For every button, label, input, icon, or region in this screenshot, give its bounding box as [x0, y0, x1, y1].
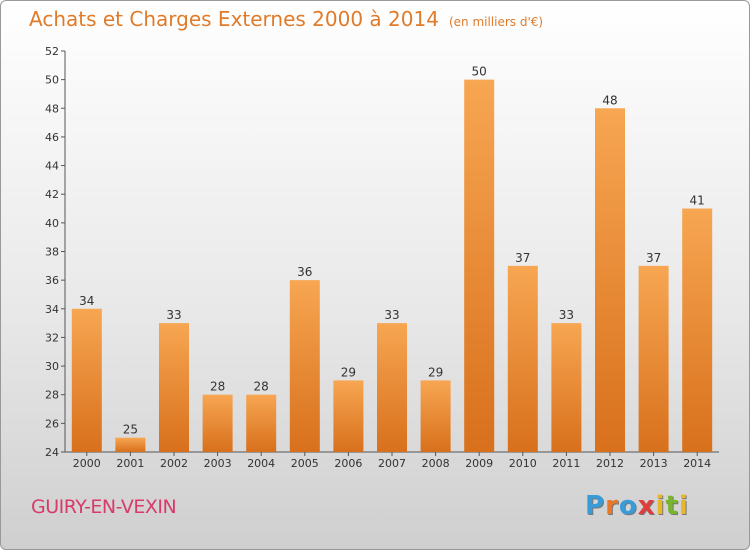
y-tick-label: 38: [45, 246, 59, 259]
bar-value-label: 50: [472, 65, 487, 79]
x-tick-label: 2004: [247, 457, 275, 470]
x-tick-label: 2000: [73, 457, 101, 470]
bar: [71, 308, 102, 452]
y-tick-label: 50: [45, 74, 59, 87]
y-tick-label: 26: [45, 417, 59, 430]
chart-title: Achats et Charges Externes 2000 à 2014 (e…: [29, 7, 543, 31]
logo-letter: x: [637, 491, 656, 521]
y-tick-label: 30: [45, 360, 59, 373]
y-tick-label: 36: [45, 274, 59, 287]
bar: [159, 323, 189, 452]
y-tick-label: 42: [45, 188, 59, 201]
bar-value-label: 41: [690, 194, 705, 208]
bar-value-label: 34: [79, 294, 94, 308]
bar: [682, 208, 713, 452]
y-tick-label: 48: [45, 102, 59, 115]
bar: [202, 394, 233, 452]
bar-value-label: 33: [559, 308, 574, 322]
x-tick-label: 2012: [596, 457, 624, 470]
x-tick-label: 2006: [334, 457, 362, 470]
x-tick-label: 2010: [509, 457, 537, 470]
proxiti-logo[interactable]: Proxiti: [585, 491, 689, 521]
bar-value-label: 28: [210, 380, 225, 394]
bar: [464, 79, 495, 453]
x-tick-label: 2005: [291, 457, 319, 470]
x-tick-label: 2013: [640, 457, 668, 470]
axes: 24 26 28 30 32 34 36 38 40 42 44 46 48 50 52 2000 2001 20…: [45, 45, 719, 470]
bar: [289, 280, 320, 452]
x-tick-label: 2003: [204, 457, 232, 470]
y-tick-label: 46: [45, 131, 59, 144]
logo-letter: t: [665, 491, 679, 521]
x-tick-label: 2002: [160, 457, 188, 470]
logo-letter: P: [585, 491, 606, 521]
logo-letter: o: [618, 491, 638, 521]
bar-value-label: 33: [384, 308, 399, 322]
x-tick-label: 2007: [378, 457, 406, 470]
commune-name: GUIRY-EN-VEXIN: [31, 496, 177, 518]
y-tick-label: 24: [45, 446, 59, 459]
bar: [420, 380, 451, 452]
bar-value-label: 37: [646, 251, 661, 265]
y-tick-label: 28: [45, 389, 59, 402]
bar-value-label: 48: [602, 93, 617, 107]
bar: [595, 108, 625, 453]
bar-value-label: 36: [297, 265, 312, 279]
bar: [551, 323, 582, 452]
y-tick-label: 32: [45, 331, 59, 344]
bars: 34 25 33 28 28 36 29 33 29 50 37 33 48 37 41: [71, 65, 713, 453]
logo-letter: i: [678, 491, 689, 521]
bar-value-label: 33: [166, 308, 181, 322]
bar: [115, 437, 146, 452]
bar: [507, 265, 538, 452]
y-tick-label: 52: [45, 45, 59, 58]
y-tick-label: 34: [45, 303, 59, 316]
bar-value-label: 25: [123, 423, 138, 437]
logo-letter: i: [655, 491, 666, 521]
bar: [638, 265, 669, 452]
x-tick-label: 2014: [683, 457, 711, 470]
y-tick-label: 40: [45, 217, 59, 230]
logo-letter: r: [605, 491, 619, 521]
chart-subtitle: (en milliers d'€): [448, 15, 544, 29]
x-tick-label: 2008: [422, 457, 450, 470]
bar-value-label: 29: [341, 365, 356, 379]
bar-value-label: 29: [428, 365, 443, 379]
bar: [377, 323, 407, 452]
bar: [333, 380, 364, 452]
x-tick-label: 2001: [116, 457, 144, 470]
bar: [246, 394, 277, 452]
x-tick-label: 2009: [465, 457, 493, 470]
bar-value-label: 37: [515, 251, 530, 265]
x-tick-label: 2011: [552, 457, 580, 470]
bar-value-label: 28: [254, 380, 269, 394]
title-text: Achats et Charges Externes 2000 à 2014: [29, 7, 439, 31]
y-tick-label: 44: [45, 160, 59, 173]
